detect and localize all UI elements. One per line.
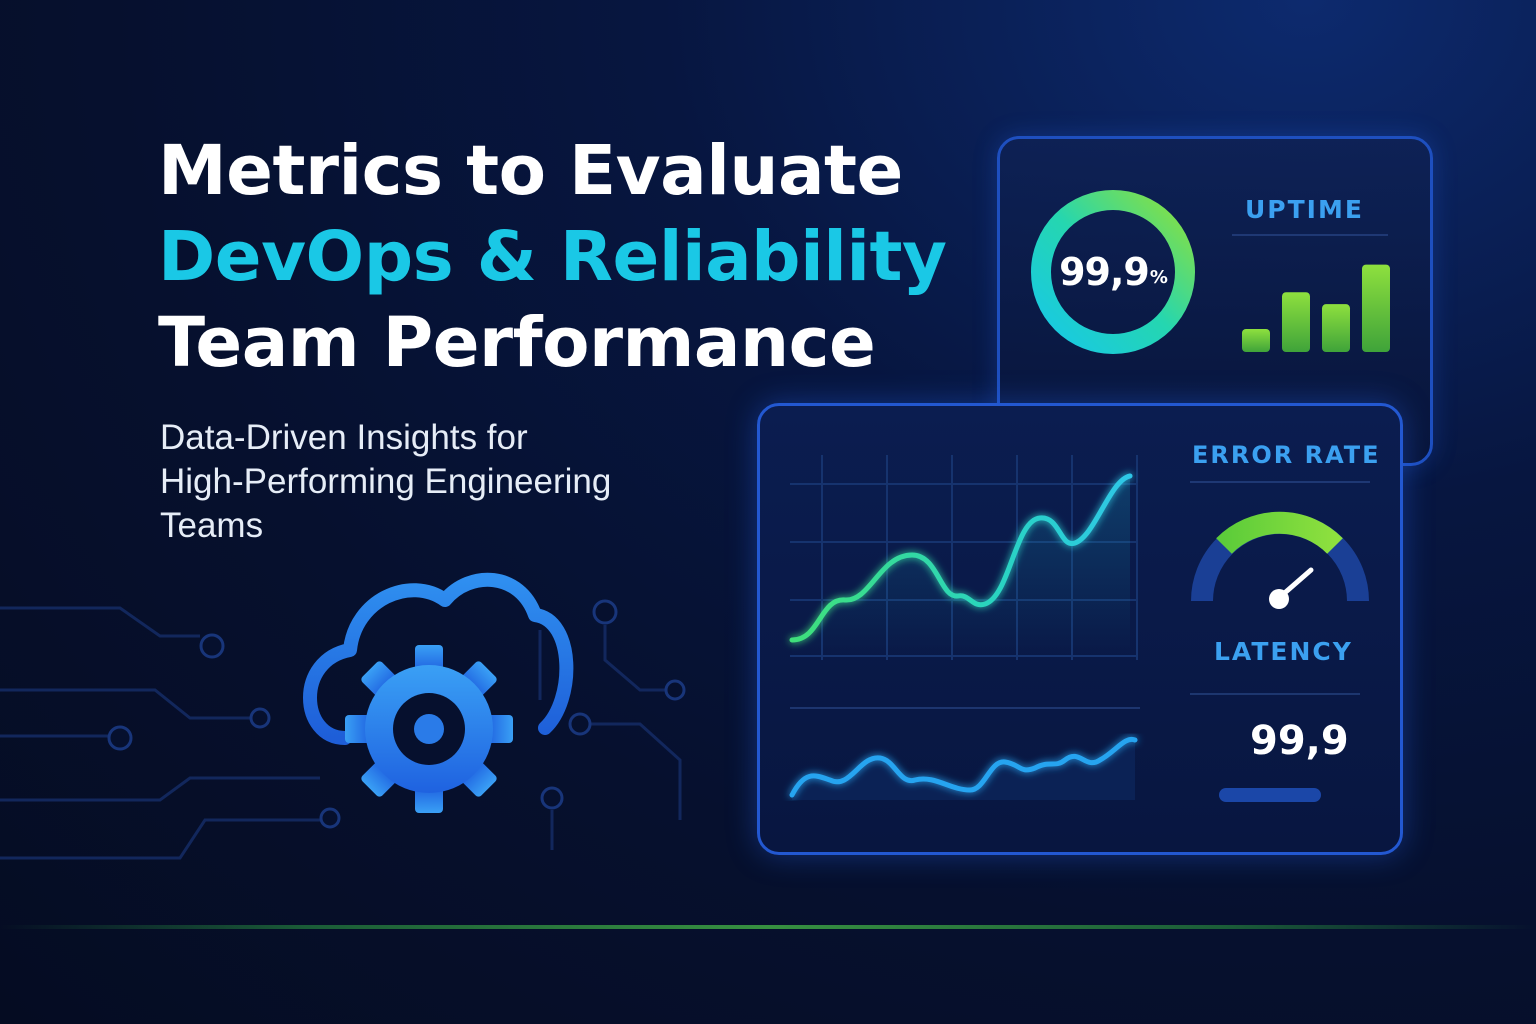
latency-bar <box>1219 788 1321 802</box>
headline-line-3: Team Performance <box>158 303 876 383</box>
headline-line-1: Metrics to Evaluate <box>158 131 903 211</box>
error-rate-label: ERROR RATE <box>1192 441 1381 469</box>
headline-line-2: DevOps & Reliability <box>158 217 947 297</box>
cloud-outline-icon <box>303 572 574 745</box>
upper-trend-area <box>792 476 1130 656</box>
uptime-bar <box>1322 304 1350 352</box>
uptime-bar <box>1242 329 1270 352</box>
latency-label: LATENCY <box>1214 637 1353 666</box>
upper-trend-line <box>789 473 1133 643</box>
uptime-ring <box>1031 190 1195 354</box>
uptime-bar <box>1362 264 1390 352</box>
subtitle: Data-Driven Insights for High-Performing… <box>160 416 760 548</box>
lower-trend-line <box>789 736 1138 798</box>
subtitle-line-3: Teams <box>160 506 264 545</box>
subtitle-line-2: High-Performing Engineering <box>160 462 612 501</box>
headline: Metrics to Evaluate DevOps & Reliability… <box>158 128 947 386</box>
uptime-gauge-value: 99,9% <box>1030 192 1196 352</box>
gauge-hub <box>1269 589 1289 609</box>
ground-glow-line <box>0 925 1536 929</box>
subtitle-line-1: Data-Driven Insights for <box>160 418 528 457</box>
gear-icon <box>345 645 513 813</box>
lower-trend-area <box>792 739 1135 800</box>
gauge-fill <box>1216 511 1343 555</box>
uptime-separator <box>1232 234 1388 236</box>
uptime-label: UPTIME <box>1245 195 1364 224</box>
uptime-bar <box>1282 292 1310 352</box>
latency-value: 99,9 <box>1250 718 1349 764</box>
error-rate-separator <box>1190 481 1370 483</box>
uptime-value-unit: % <box>1149 266 1168 288</box>
latency-separator <box>1190 693 1360 695</box>
uptime-value-number: 99,9 <box>1059 250 1150 294</box>
